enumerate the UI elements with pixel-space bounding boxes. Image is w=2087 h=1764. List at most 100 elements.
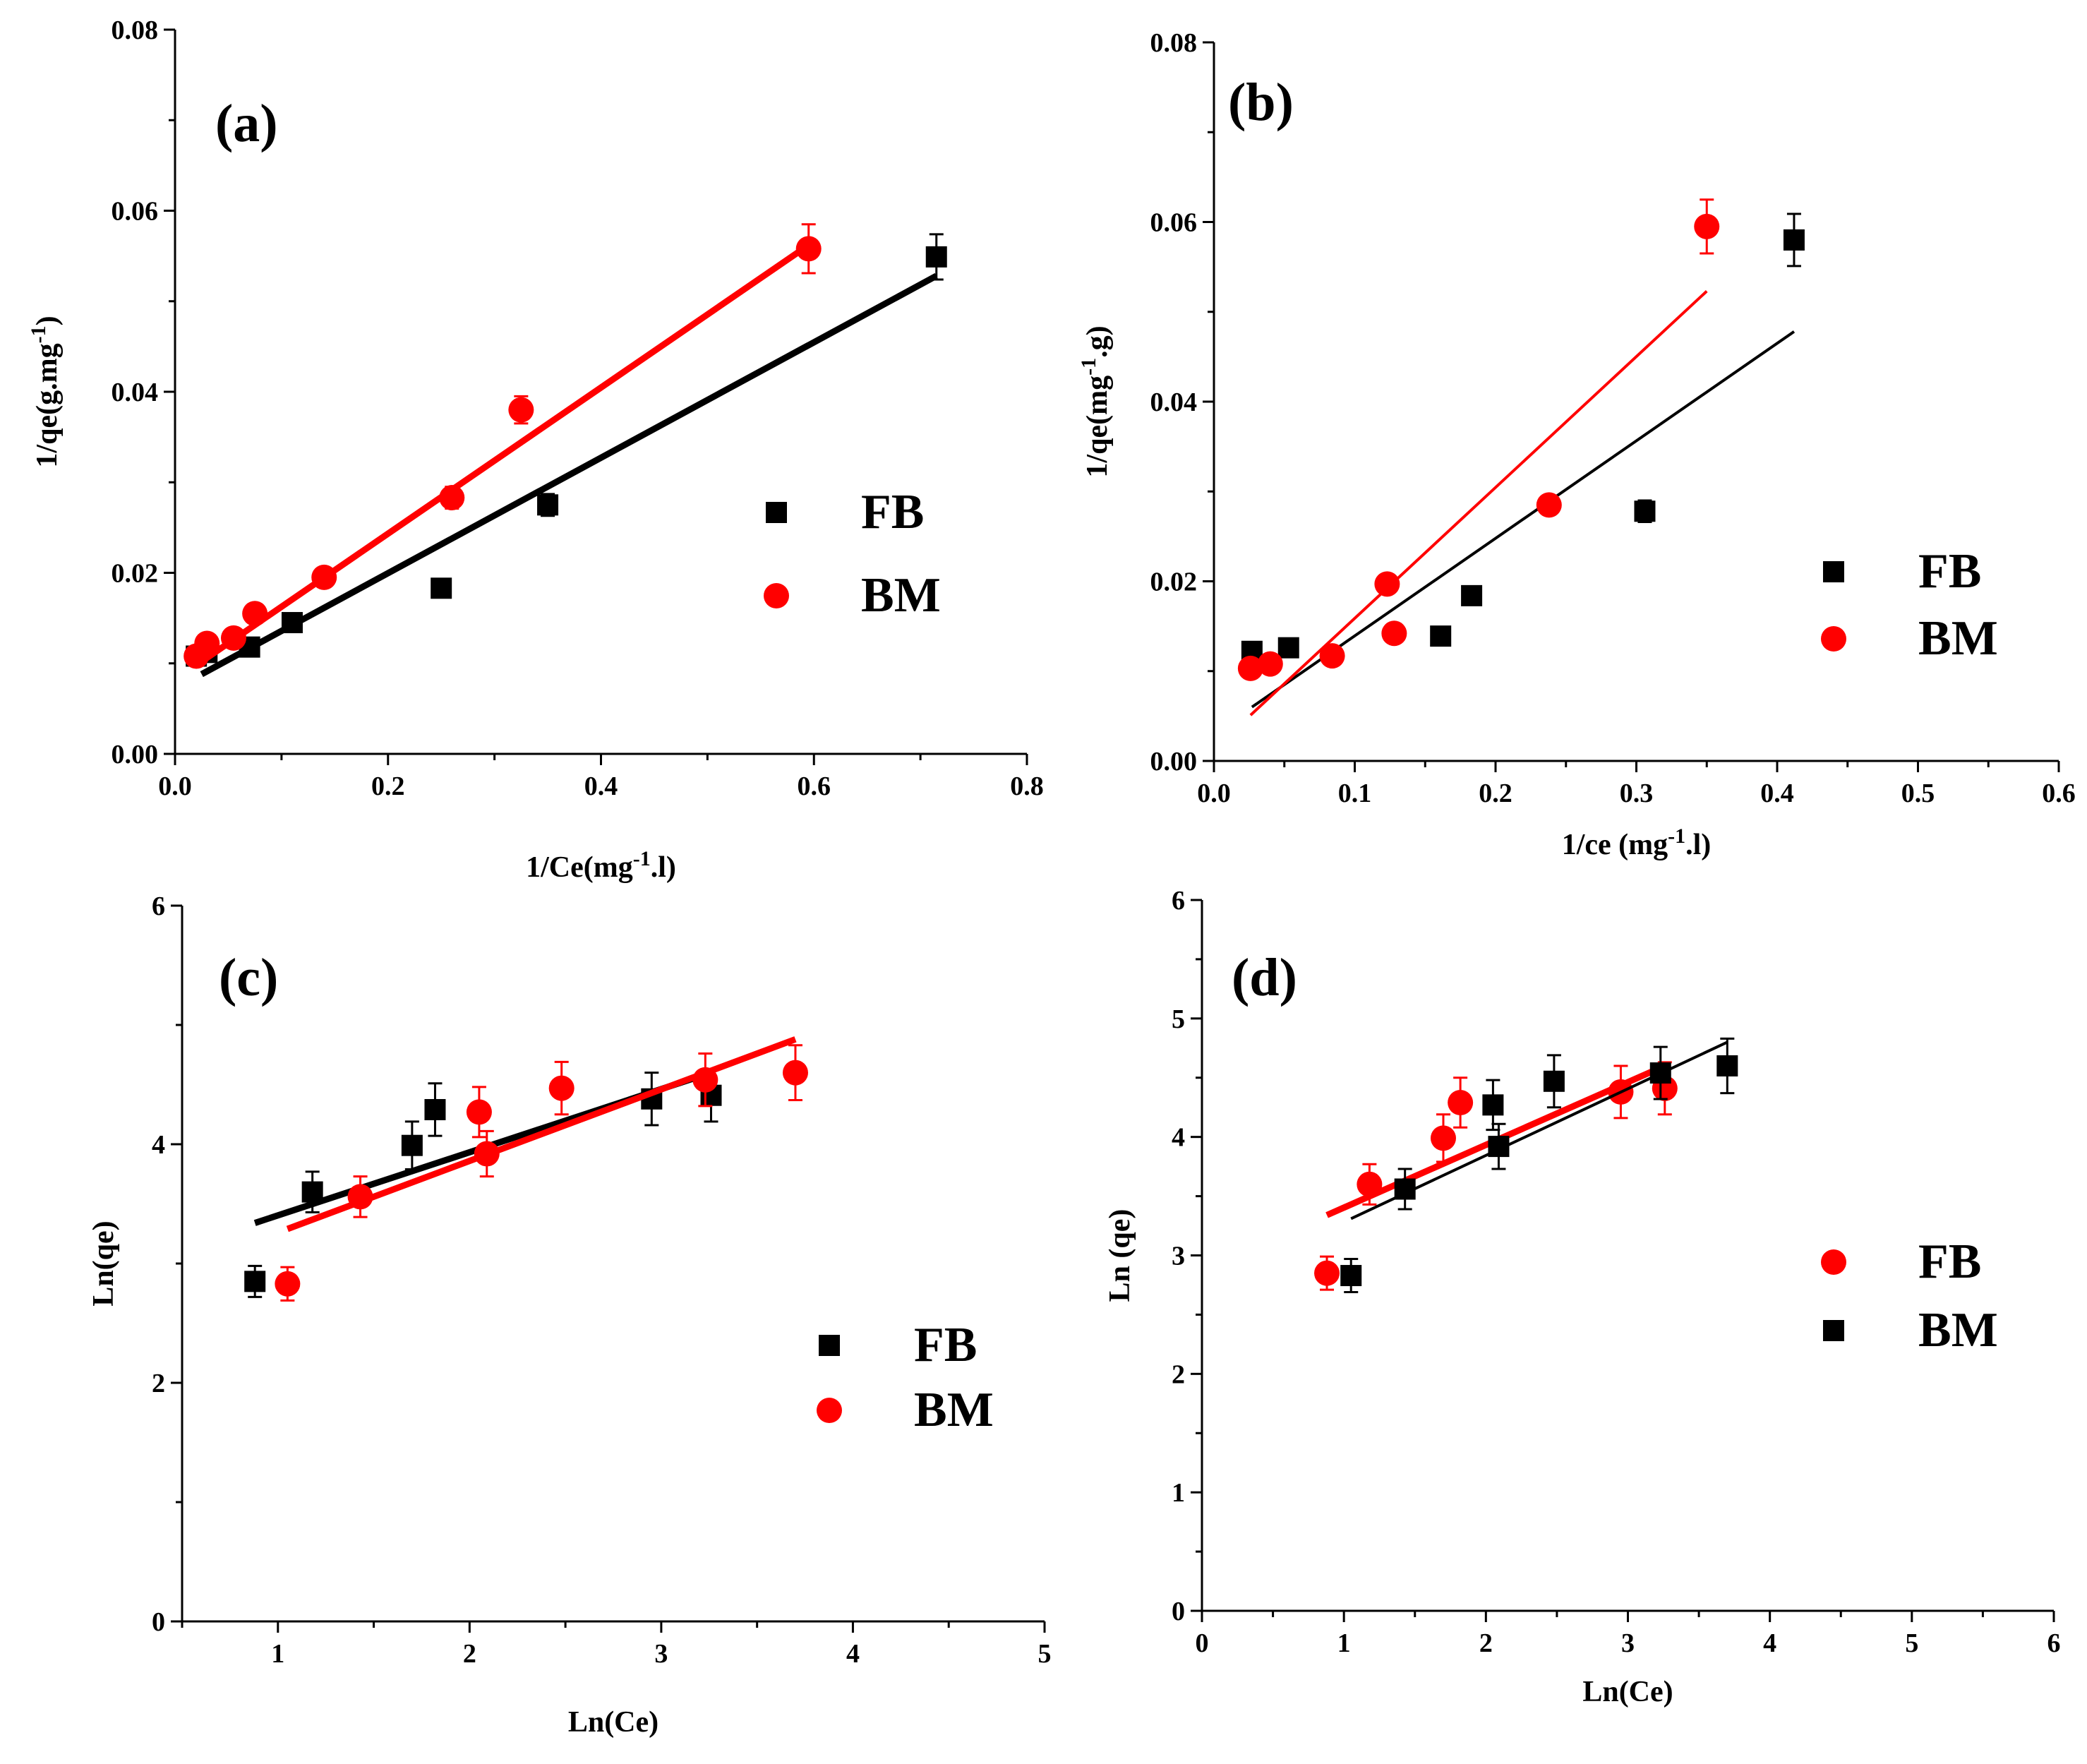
data-point	[281, 612, 303, 634]
x-tick-label: 0.8	[1010, 772, 1044, 801]
panel-a: 0.0 0.2 0.4 0.6 0.8 0.00 0.02 0.04 0.06 0.08 1/Ce(…	[27, 16, 1044, 884]
data-point	[537, 494, 559, 516]
data-point	[1536, 492, 1562, 518]
legend-label: FB	[914, 1318, 977, 1372]
data-point	[220, 625, 246, 651]
data-point	[1716, 1055, 1738, 1076]
data-point	[508, 397, 534, 423]
legend-label: FB	[861, 485, 924, 539]
y-tick-label: 5	[1172, 1004, 1185, 1034]
y-axis-label: 1/qe(mg-1.g)	[1077, 325, 1114, 477]
x-tick-label: 1	[271, 1639, 284, 1669]
x-tick-label: 0.6	[798, 772, 831, 801]
data-point	[1237, 655, 1263, 681]
x-tick-label: 0.4	[1760, 779, 1794, 808]
y-tick-label: 0.06	[1150, 208, 1198, 238]
data-point	[401, 1134, 423, 1156]
y-tick-label: 0.04	[112, 378, 159, 407]
legend-label: BM	[914, 1383, 994, 1437]
fit-line	[200, 272, 938, 678]
data-point	[1430, 1125, 1456, 1151]
x-tick-label: 2	[1479, 1628, 1493, 1658]
data-point	[1381, 620, 1407, 647]
x-tick-label: 0.6	[2042, 779, 2076, 808]
y-axis-label: 1/qe(g.mg-1)	[27, 316, 64, 467]
legend-marker	[817, 1398, 842, 1423]
data-point	[1277, 637, 1299, 659]
panel-b: 0.0 0.1 0.2 0.3 0.4 0.5 0.6 0.00 0.02 0.04 0.06 0.0…	[1077, 28, 2076, 861]
legend-marker	[1823, 1320, 1844, 1341]
y-tick-label: 0.06	[112, 197, 159, 227]
data-point	[1430, 625, 1452, 647]
fit-line	[194, 242, 811, 668]
panel-label: (c)	[219, 948, 278, 1007]
x-axis-label: Ln(Ce)	[1582, 1676, 1673, 1708]
data-point	[782, 1060, 808, 1086]
y-axis-label: Ln (qe)	[1104, 1209, 1136, 1302]
x-tick-label: 0.4	[584, 772, 618, 801]
x-tick-label: 5	[1038, 1639, 1052, 1669]
legend-marker	[1823, 561, 1844, 582]
y-tick-label: 2	[1172, 1360, 1185, 1389]
y-tick-label: 0	[1172, 1597, 1185, 1626]
y-tick-label: 6	[152, 892, 165, 921]
data-point	[1340, 1265, 1362, 1287]
x-tick-label: 0.1	[1338, 779, 1372, 808]
data-point	[1482, 1094, 1504, 1116]
data-point	[194, 630, 220, 656]
data-point	[474, 1141, 500, 1167]
x-tick-label: 1	[1337, 1628, 1351, 1658]
data-point	[275, 1271, 301, 1297]
data-point	[1694, 213, 1720, 239]
data-point	[1634, 500, 1656, 522]
data-point	[1374, 571, 1400, 597]
data-point	[347, 1184, 373, 1210]
x-axis-label: Ln(Ce)	[568, 1706, 658, 1739]
data-point	[692, 1067, 718, 1093]
data-point	[1543, 1070, 1565, 1092]
legend-marker	[1821, 1249, 1846, 1275]
y-tick-label: 6	[1172, 886, 1185, 916]
data-point	[466, 1099, 492, 1125]
data-point	[439, 485, 465, 511]
y-tick-label: 0.02	[112, 559, 159, 589]
data-point	[1394, 1178, 1416, 1200]
y-tick-label: 0	[152, 1607, 165, 1637]
legend-label: FB	[1918, 544, 1981, 599]
data-point	[925, 246, 947, 268]
x-tick-label: 3	[654, 1639, 668, 1669]
data-point	[424, 1098, 446, 1120]
y-tick-label: 4	[1172, 1123, 1185, 1153]
x-tick-label: 0.2	[371, 772, 405, 801]
data-point	[1314, 1260, 1340, 1286]
legend-label: BM	[861, 568, 941, 623]
x-tick-label: 0	[1196, 1628, 1209, 1658]
x-tick-label: 4	[846, 1639, 860, 1669]
x-tick-label: 3	[1621, 1628, 1635, 1658]
data-point	[1461, 584, 1483, 606]
legend-label: BM	[1918, 1303, 1998, 1357]
y-tick-label: 0.08	[1150, 28, 1198, 58]
data-point	[1783, 229, 1805, 251]
x-tick-label: 0.3	[1620, 779, 1654, 808]
y-tick-label: 4	[152, 1130, 165, 1160]
y-tick-label: 0.00	[112, 740, 159, 769]
x-tick-label: 0.5	[1901, 779, 1935, 808]
y-tick-label: 0.02	[1150, 568, 1198, 597]
y-tick-label: 1	[1172, 1478, 1185, 1508]
data-point	[1448, 1089, 1474, 1115]
x-tick-label: 2	[463, 1639, 476, 1669]
data-point	[1649, 1062, 1671, 1084]
data-point	[1257, 651, 1283, 677]
legend-marker	[766, 502, 787, 523]
x-axis-label: 1/Ce(mg-1.l)	[526, 847, 676, 884]
y-tick-label: 0.04	[1150, 388, 1198, 417]
x-tick-label: 0.0	[1197, 779, 1231, 808]
x-axis-label: 1/ce (mg-1.l)	[1562, 824, 1712, 862]
panel-label: (b)	[1228, 73, 1294, 132]
x-tick-label: 6	[2047, 1628, 2061, 1658]
series-bm	[275, 1036, 808, 1302]
legend-marker	[1821, 626, 1846, 652]
series-bm	[1237, 198, 1720, 716]
data-point	[311, 564, 337, 590]
